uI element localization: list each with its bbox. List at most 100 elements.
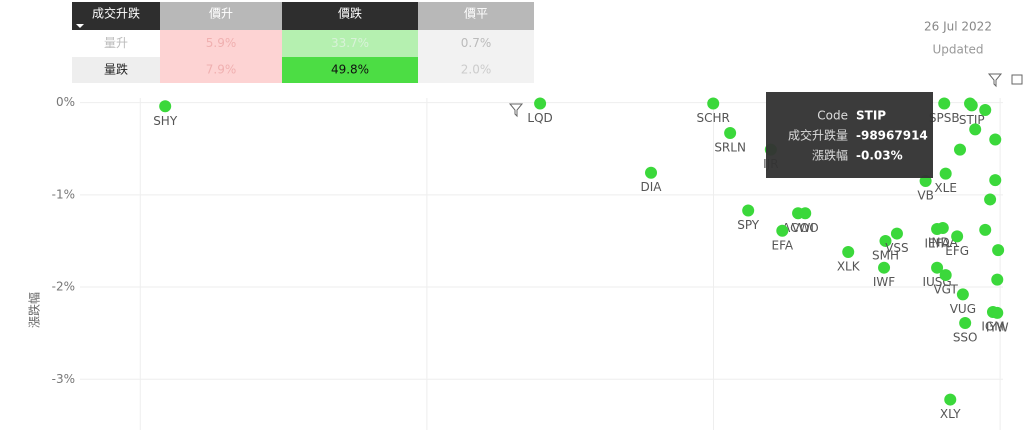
point[interactable] [159, 100, 172, 113]
tooltip-label: 漲跌幅 [812, 148, 848, 163]
point[interactable] [944, 393, 957, 406]
y-tick-label: -2% [52, 280, 75, 294]
matrix-cell [72, 30, 160, 57]
point[interactable] [956, 288, 969, 301]
point[interactable] [991, 273, 1004, 286]
matrix-value: 33.7% [331, 36, 369, 50]
date: 26 Jul 2022 [924, 20, 992, 34]
matrix-value: 5.9% [206, 36, 237, 50]
row-label[interactable]: 量跌 [104, 62, 128, 77]
matrix-value: 7.9% [206, 63, 237, 77]
point[interactable] [931, 261, 944, 274]
point[interactable] [842, 246, 855, 259]
point[interactable] [979, 103, 992, 116]
point[interactable] [534, 97, 547, 110]
point-label: ACWI [782, 221, 814, 235]
point[interactable] [939, 167, 952, 180]
header-label[interactable]: 成交升跌 [92, 6, 140, 21]
point[interactable] [989, 174, 1002, 187]
matrix-cell [282, 57, 418, 83]
point-label: INDA [928, 236, 959, 250]
point[interactable] [936, 222, 949, 235]
point[interactable] [776, 224, 789, 237]
point-label: XLY [940, 407, 961, 421]
focus-icon[interactable] [1011, 74, 1023, 85]
focus-icon-shape [1011, 74, 1023, 85]
header-cell [282, 2, 418, 30]
point[interactable] [938, 97, 951, 110]
header-label: 價升 [209, 7, 233, 21]
filter-icon[interactable] [987, 73, 1003, 88]
matrix-cell [418, 30, 534, 57]
point-label: SPSB [929, 111, 960, 125]
point-label: STIP [959, 113, 985, 127]
point-label: VB [917, 189, 933, 203]
point[interactable] [939, 269, 952, 282]
matrix-value: 0.7% [461, 36, 492, 50]
y-tick-label: -1% [52, 187, 75, 201]
tooltip-box [766, 92, 933, 178]
y-tick-label: -3% [52, 372, 75, 386]
point-label: IEFA [925, 236, 951, 250]
point-label: VGT [933, 283, 958, 297]
point[interactable] [799, 207, 812, 220]
header-cell [418, 2, 534, 30]
point[interactable] [724, 127, 737, 140]
point[interactable] [959, 317, 972, 330]
point[interactable] [878, 261, 891, 274]
header-label: 價平 [464, 7, 488, 21]
matrix-cell [72, 57, 160, 83]
point[interactable] [645, 166, 658, 179]
tooltip-label: Code [817, 109, 848, 123]
point-label: VOO [792, 221, 819, 235]
point-label: SSO [953, 331, 978, 345]
point-label: EFG [945, 244, 969, 258]
y-axis-title: 漲跌幅 [27, 292, 42, 328]
point-label: IGM [981, 319, 1004, 333]
point-label: SRLN [714, 141, 746, 155]
header-cell [160, 2, 282, 30]
point[interactable] [879, 234, 892, 247]
matrix-cell [160, 57, 282, 83]
point-label: EFA [772, 238, 794, 252]
point[interactable] [964, 97, 977, 110]
point-label: SMH [872, 248, 899, 262]
y-tick-label: 0% [56, 95, 75, 109]
point[interactable] [707, 97, 720, 110]
point[interactable] [989, 133, 1002, 146]
point-label: VUG [950, 302, 976, 316]
points: SHYLQDSCHRSRLNIJRDIASPYACWIVOOEFAXLKSMHV… [153, 97, 1009, 421]
point[interactable] [992, 244, 1005, 257]
point-label: SCHR [697, 111, 730, 125]
visual-filter-icon [508, 103, 524, 118]
tooltip-value: -0.03% [856, 149, 903, 163]
point-label: IYW [986, 320, 1009, 334]
point[interactable] [979, 223, 992, 236]
point[interactable] [984, 193, 997, 206]
matrix-cell [160, 30, 282, 57]
row-label[interactable]: 量升 [104, 36, 128, 50]
point-label: LQD [527, 111, 552, 125]
point[interactable] [951, 230, 964, 243]
point[interactable] [991, 306, 1004, 319]
tooltip-label: 成交升跌量 [788, 128, 848, 143]
header-cell [72, 2, 160, 30]
point[interactable] [890, 227, 903, 240]
header-label: 價跌 [338, 6, 362, 21]
updated: Updated [932, 43, 983, 57]
point[interactable] [969, 123, 982, 136]
point-label: IWF [873, 275, 895, 289]
point-label: DIA [641, 180, 663, 194]
tooltip: Code STIP 成交升跌量 -98967914 漲跌幅 -0.03% [766, 92, 933, 178]
point-label: XLK [837, 260, 861, 274]
point[interactable] [742, 204, 755, 217]
matrix-value: 2.0% [461, 63, 492, 77]
tooltip-value: -98967914 [856, 129, 928, 143]
point-label: VSS [885, 241, 908, 255]
point[interactable] [954, 143, 967, 156]
tooltip-value: STIP [856, 109, 886, 123]
dropdown-arrow[interactable] [76, 24, 84, 28]
